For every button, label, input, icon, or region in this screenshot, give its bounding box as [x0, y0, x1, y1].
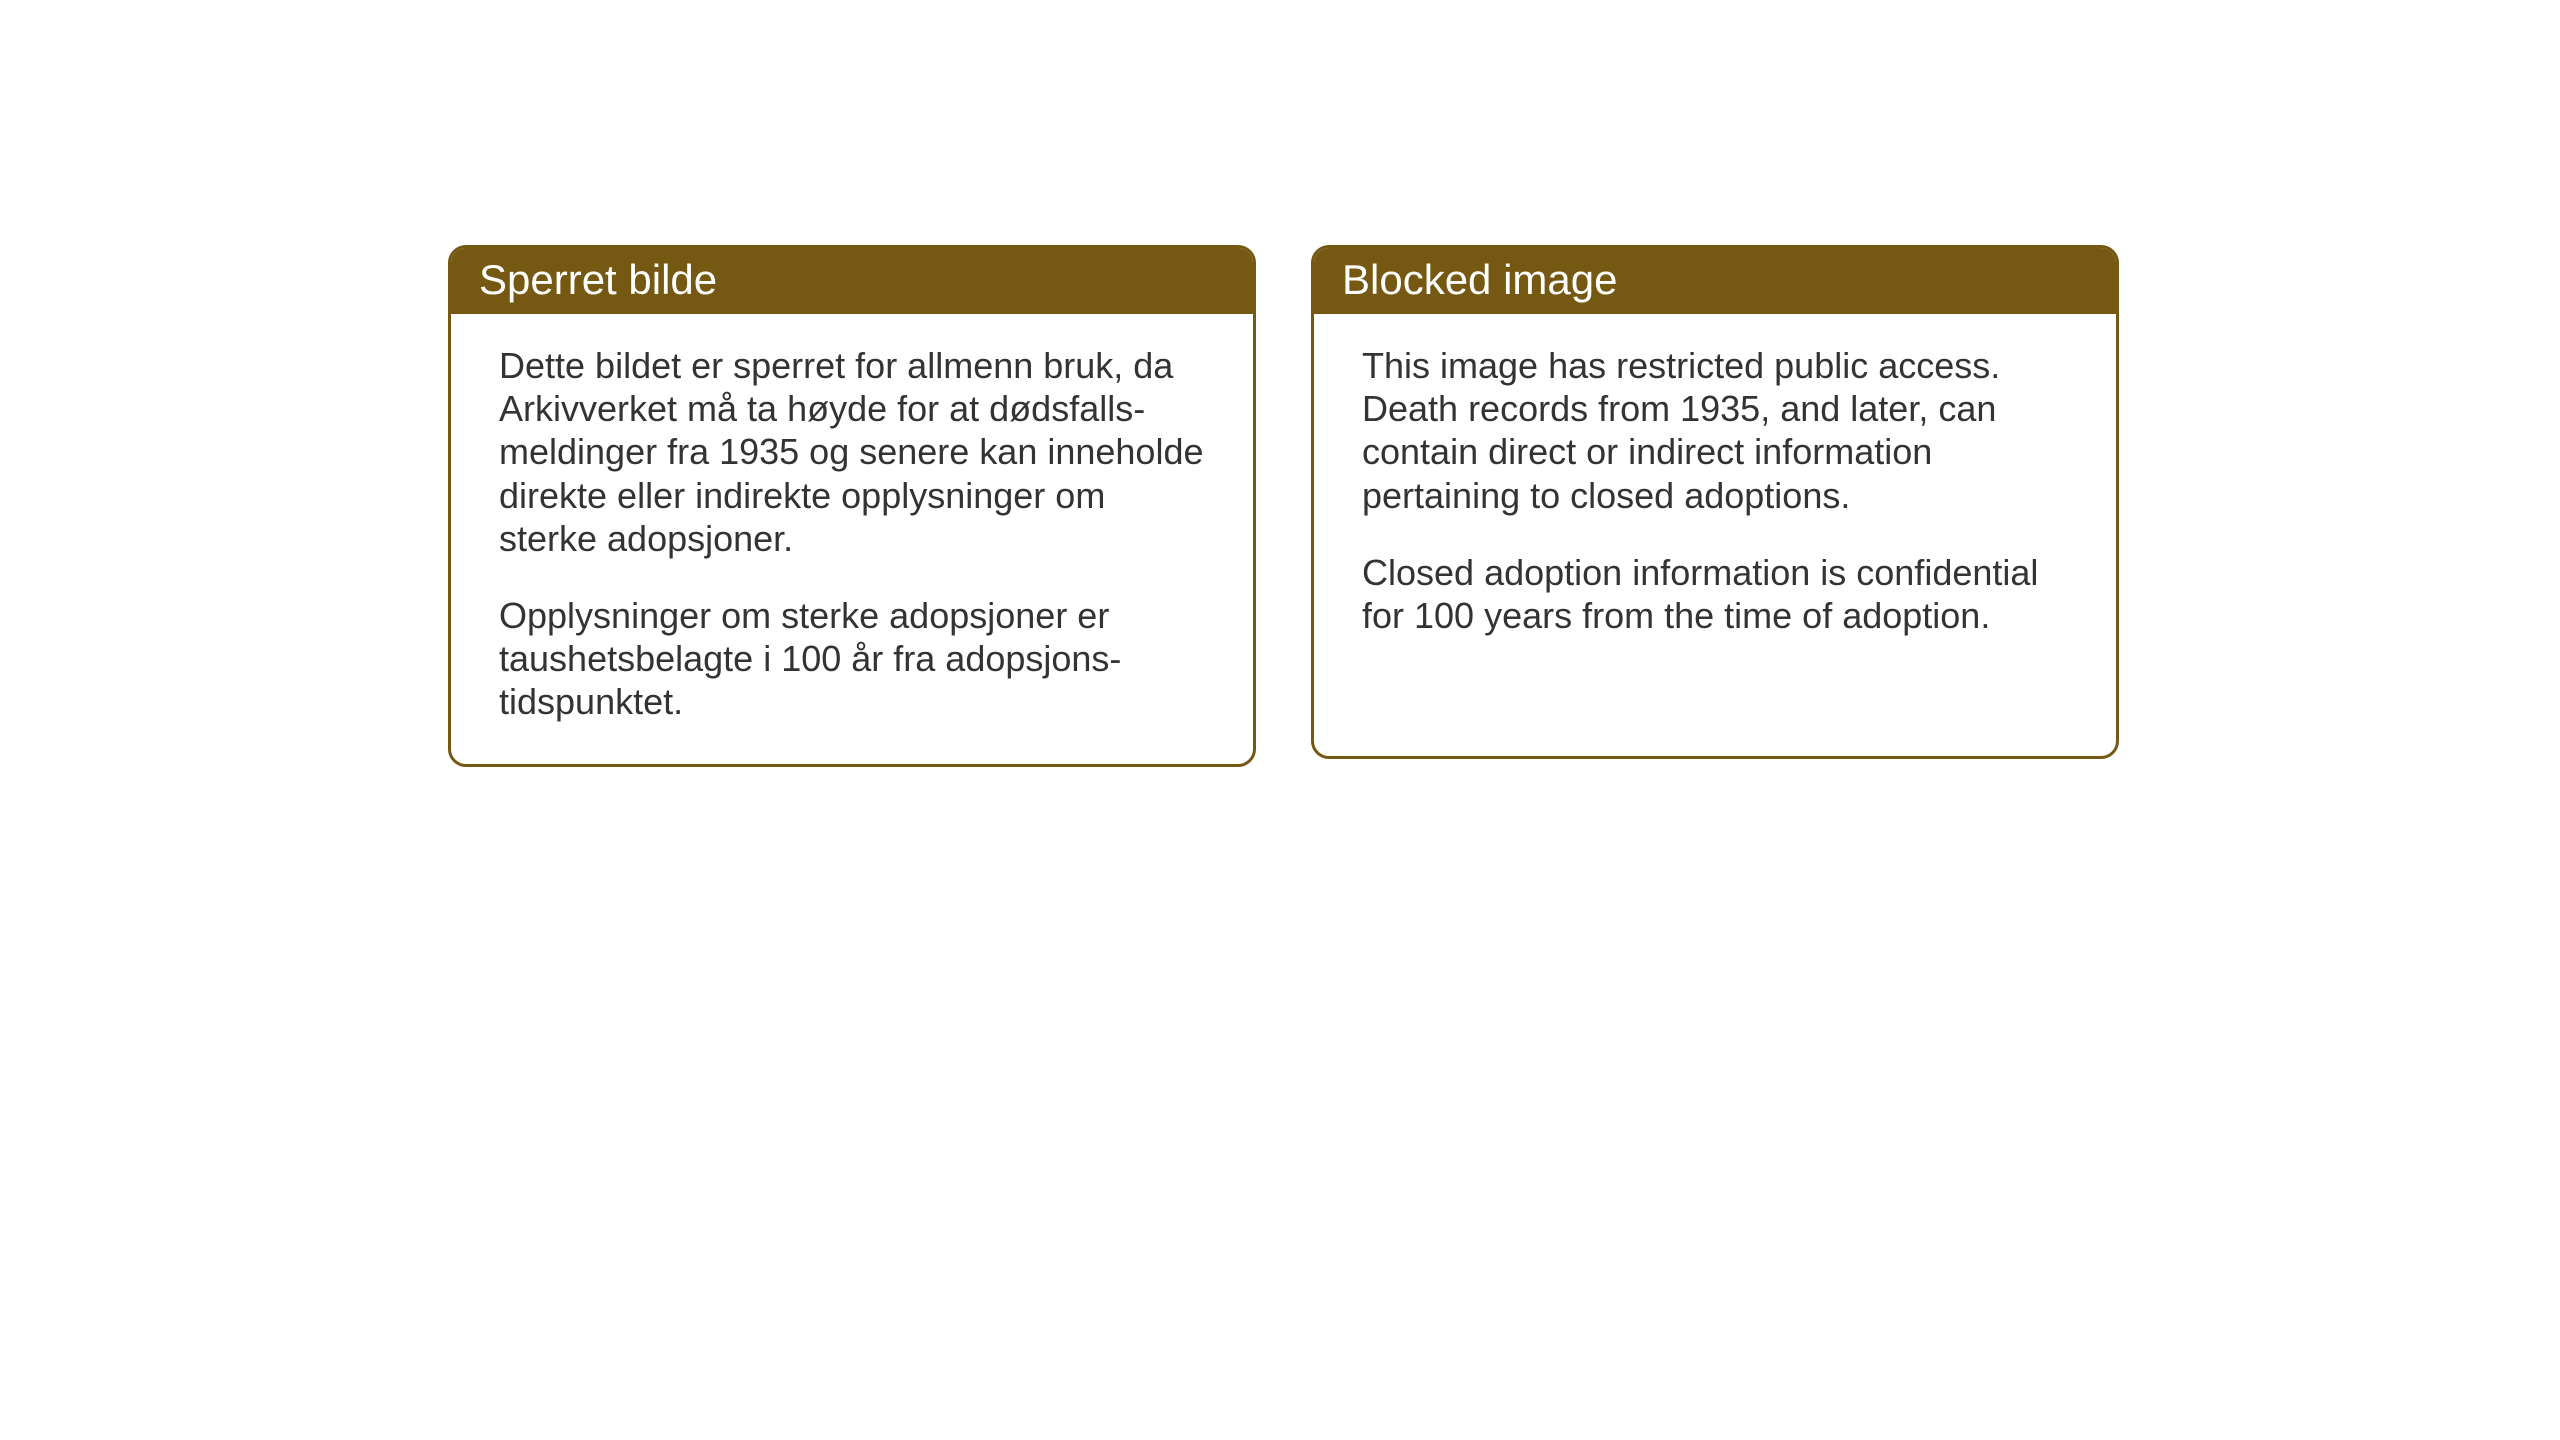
paragraph-en-2: Closed adoption information is confident…: [1362, 551, 2068, 637]
notice-card-english: Blocked image This image has restricted …: [1311, 245, 2119, 759]
paragraph-no-1: Dette bildet er sperret for allmenn bruk…: [499, 344, 1205, 560]
card-header-english: Blocked image: [1314, 248, 2116, 314]
card-header-norwegian: Sperret bilde: [451, 248, 1253, 314]
paragraph-en-1: This image has restricted public access.…: [1362, 344, 2068, 517]
notice-container: Sperret bilde Dette bildet er sperret fo…: [448, 245, 2119, 767]
notice-card-norwegian: Sperret bilde Dette bildet er sperret fo…: [448, 245, 1256, 767]
card-body-norwegian: Dette bildet er sperret for allmenn bruk…: [451, 314, 1253, 764]
card-body-english: This image has restricted public access.…: [1314, 314, 2116, 677]
paragraph-no-2: Opplysninger om sterke adopsjoner er tau…: [499, 594, 1205, 724]
